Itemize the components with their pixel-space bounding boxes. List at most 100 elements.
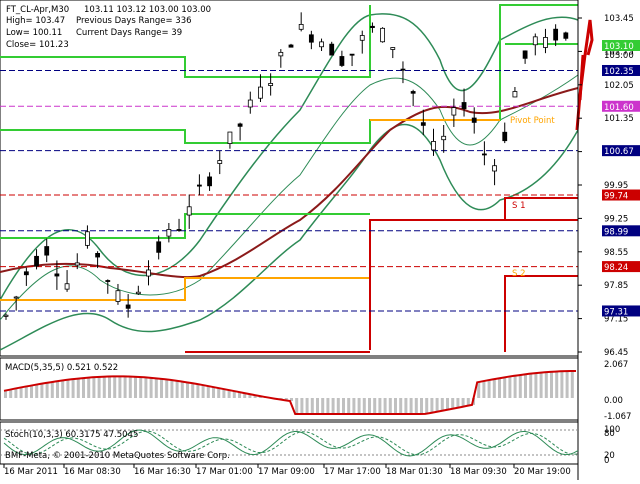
level-tag-value: 98.24 (604, 263, 628, 273)
time-tick-label: 18 Mar 09:30 (450, 467, 507, 477)
symbol-ohlc-values: 103.11 103.12 103.00 103.00 (84, 5, 211, 15)
time-tick-label: 17 Mar 09:00 (258, 467, 315, 477)
macd-bar (155, 378, 158, 398)
s2-label: S 2 (512, 269, 526, 279)
macd-bar (66, 380, 69, 398)
macd-bar (77, 379, 80, 398)
macd-bar (144, 377, 147, 398)
macd-bar (436, 398, 439, 412)
candle-body (106, 281, 110, 282)
macd-bar (9, 390, 12, 398)
macd-bar (108, 377, 111, 398)
macd-bar (498, 378, 501, 398)
macd-bar (4, 391, 7, 398)
macd-bar (373, 398, 376, 414)
time-tick-label: 20 Mar 19:00 (514, 467, 571, 477)
macd-title: MACD(5,35,5) 0.521 0.522 (5, 363, 118, 373)
candle-body (381, 28, 385, 41)
candle-body (4, 315, 8, 316)
candle-body (208, 177, 212, 186)
macd-bar (368, 398, 371, 414)
previous-range-label: Previous Days Range= 336 (76, 16, 192, 26)
symbol-ohlc-symbol: FT_CL-Apr,M30 (6, 5, 69, 15)
candle-body (126, 305, 130, 308)
macd-bar (181, 381, 184, 398)
candle-body (279, 52, 283, 55)
macd-bar (441, 398, 444, 411)
macd-tick-bottom: -1.067 (604, 412, 631, 422)
macd-bar (170, 380, 173, 398)
macd-bar (337, 398, 340, 414)
candle-body (45, 247, 49, 256)
macd-bar (295, 398, 298, 414)
candle-body (452, 108, 456, 115)
candle-body (482, 154, 486, 155)
macd-bar (571, 371, 574, 398)
candle-body (523, 51, 527, 58)
time-tick-label: 16 Mar 08:30 (64, 467, 121, 477)
time-tick-label: 18 Mar 01:30 (386, 467, 443, 477)
candle-body (157, 242, 161, 253)
candle-body (258, 87, 262, 98)
macd-bar (420, 398, 423, 414)
macd-bar (300, 398, 303, 414)
candle-body (391, 48, 395, 50)
macd-bar (529, 374, 532, 398)
current-range-label: Current Days Range= 39 (76, 28, 182, 38)
candle-body (493, 166, 497, 171)
macd-bar (519, 375, 522, 398)
macd-bar (430, 398, 433, 413)
candle-body (340, 56, 344, 65)
candle-body (309, 35, 313, 42)
macd-bar (25, 387, 28, 398)
macd-bar (555, 372, 558, 398)
level-tag-value: 100.67 (604, 147, 634, 157)
macd-bar (186, 382, 189, 398)
macd-bar (72, 379, 75, 398)
candle-body (564, 33, 568, 38)
price-tick-label: 97.85 (604, 281, 628, 291)
main-pane-frame (0, 0, 578, 356)
candle-body (554, 29, 558, 40)
macd-bar (399, 398, 402, 414)
macd-bar (134, 377, 137, 398)
macd-bar (129, 377, 132, 398)
candle-body (320, 42, 324, 47)
price-tick-label: 103.45 (604, 14, 634, 24)
macd-bar (389, 398, 392, 414)
time-tick-label: 17 Mar 17:00 (324, 467, 381, 477)
candle-body (543, 37, 547, 47)
stoch-title: Stoch(10,3,3) 60.3175 47.5045 (5, 430, 138, 440)
candle-body (269, 83, 273, 85)
macd-bar (316, 398, 319, 414)
candle-body (65, 284, 69, 289)
candle-body (370, 26, 374, 27)
candle-body (55, 274, 59, 276)
macd-tick-top: 2.067 (604, 360, 628, 370)
macd-bar (191, 383, 194, 398)
time-tick-label: 16 Mar 16:30 (134, 467, 191, 477)
candle-body (167, 229, 171, 236)
macd-bar (311, 398, 314, 414)
level-tag-value: 102.35 (604, 67, 634, 77)
price-tick-label: 101.35 (604, 114, 634, 124)
price-tick-label: 98.55 (604, 248, 628, 258)
macd-bar (212, 387, 215, 398)
macd-bar (40, 384, 43, 398)
macd-bar (14, 389, 17, 398)
macd-bar (207, 386, 210, 398)
current-price-over: 103.00 (604, 51, 634, 61)
macd-bar (103, 377, 106, 398)
candle-body (401, 69, 405, 70)
candle-body (136, 292, 140, 293)
stoch-pane[interactable]: Stoch(10,3,3) 60.3175 47.5045 BMF-Meta, … (0, 422, 620, 466)
candle-body (238, 124, 242, 126)
macd-bar (540, 373, 543, 398)
macd-bar (196, 384, 199, 398)
macd-bar (503, 378, 506, 398)
stoch-tick-0: 0 (604, 456, 609, 466)
macd-pane[interactable]: MACD(5,35,5) 0.521 0.522 2.067 0.00 -1.0… (0, 358, 631, 422)
candle-body (330, 44, 334, 55)
macd-bar (98, 377, 101, 398)
